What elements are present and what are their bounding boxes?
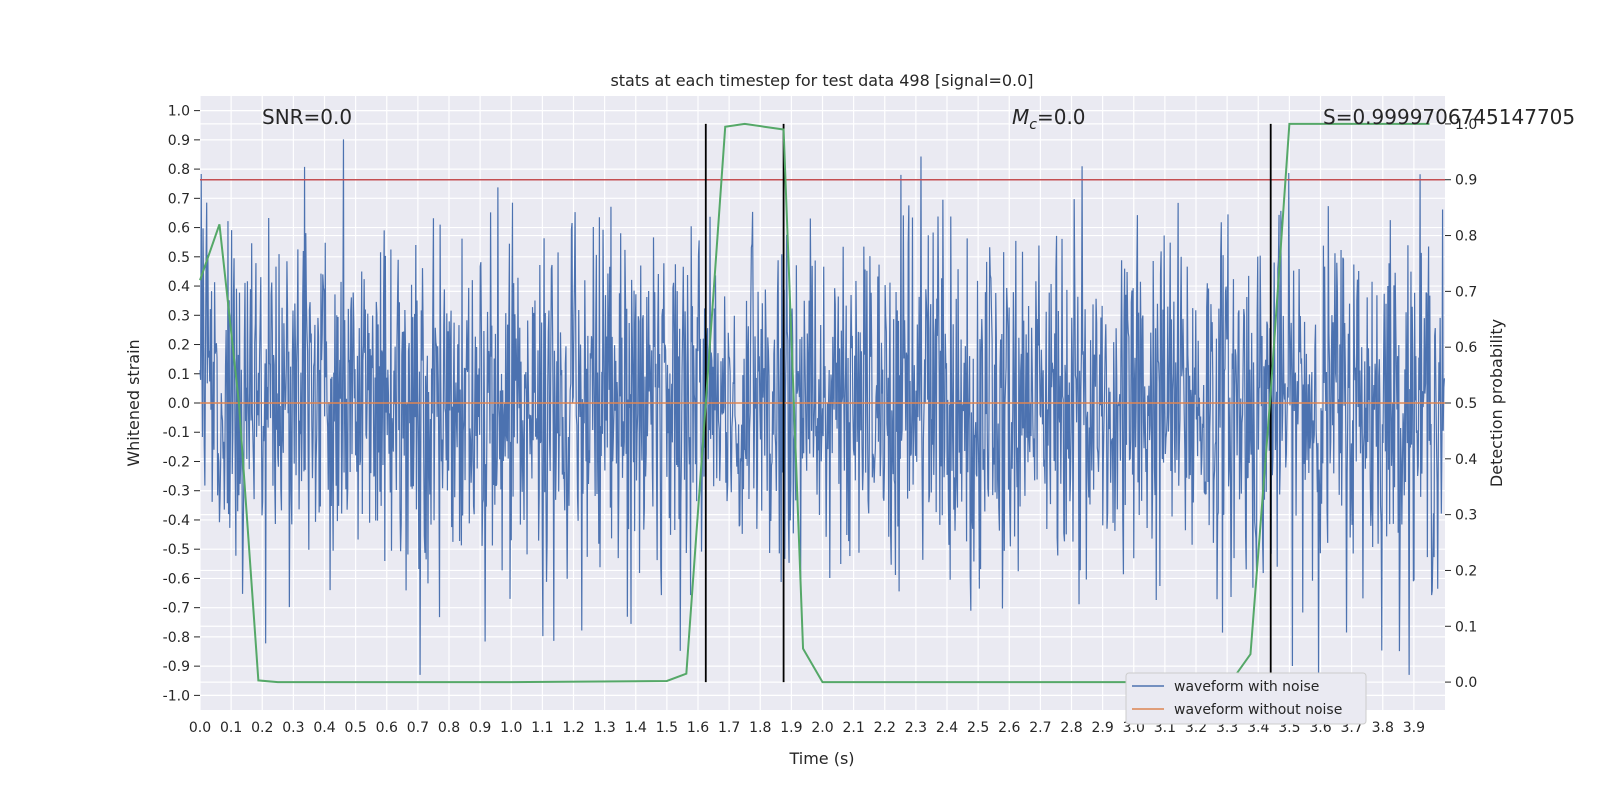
y-tick-label: 0.0	[168, 396, 190, 412]
y-tick-label: 0.8	[168, 162, 190, 178]
x-tick-label: 1.6	[687, 720, 709, 736]
x-tick-label: 0.9	[469, 720, 491, 736]
x-tick-label: 0.3	[282, 720, 304, 736]
x-tick-label: 1.5	[656, 720, 678, 736]
detection-probability-points	[199, 123, 1430, 683]
x-tick-label: 1.3	[593, 720, 615, 736]
y-tick-label: -0.8	[163, 630, 190, 646]
x-tick-label: 2.2	[874, 720, 896, 736]
chart-title: stats at each timestep for test data 498…	[610, 71, 1033, 90]
y-axis-ticks: 1.0 0.9 0.8 0.7 0.6 0.5 0.4 0.3 0.2 0.1 0.0 -0.1 -0.…	[163, 104, 200, 704]
y-tick-label: 0.6	[168, 221, 190, 237]
y-tick-label: 0.4	[168, 279, 190, 295]
y-tick-label: -0.7	[163, 601, 190, 617]
x-tick-label: 0.7	[407, 720, 429, 736]
y2-tick-label: 0.2	[1455, 563, 1477, 579]
x-tick-label: 0.0	[189, 720, 211, 736]
waveform-with-noise-line	[199, 139, 1445, 675]
y-tick-label: -0.4	[163, 513, 190, 529]
x-tick-label: 0.2	[251, 720, 273, 736]
y2-axis-ticks: 1.0 0.9 0.8 0.7 0.6 0.5 0.4 0.3 0.2 0.1 0.0	[1445, 117, 1477, 691]
y-tick-label: -0.1	[163, 425, 190, 441]
x-tick-label: 2.4	[936, 720, 958, 736]
chirp-mass-subscript: c	[1029, 117, 1037, 133]
x-tick-label: 0.4	[313, 720, 335, 736]
y-tick-label: -0.6	[163, 571, 190, 587]
y-tick-label: 1.0	[168, 104, 190, 120]
legend-label-noise: waveform with noise	[1174, 679, 1319, 695]
y2-tick-label: 0.0	[1455, 675, 1477, 691]
y-tick-label: 0.1	[168, 367, 190, 383]
y-tick-label: -0.3	[163, 484, 190, 500]
x-tick-label: 2.3	[905, 720, 927, 736]
chirp-mass-annotation: Mc=0.0	[1012, 105, 1086, 133]
snr-annotation: SNR=0.0	[262, 105, 352, 129]
x-tick-label: 2.1	[842, 720, 864, 736]
x-tick-label: 1.7	[718, 720, 740, 736]
y-tick-label: 0.5	[168, 250, 190, 266]
x-tick-label: 1.9	[780, 720, 802, 736]
x-tick-label: 2.5	[967, 720, 989, 736]
y-tick-label: 0.9	[168, 133, 190, 149]
y2-tick-label: 0.9	[1455, 173, 1477, 189]
y2-tick-label: 0.7	[1455, 284, 1477, 300]
x-tick-label: 1.4	[625, 720, 647, 736]
x-tick-label: 0.6	[376, 720, 398, 736]
y2-tick-label: 0.5	[1455, 396, 1477, 412]
x-tick-label: 2.8	[1060, 720, 1082, 736]
y2-tick-label: 0.4	[1455, 452, 1477, 468]
y-tick-label: -0.9	[163, 659, 190, 675]
x-tick-label: 1.0	[500, 720, 522, 736]
x-tick-label: 2.6	[998, 720, 1020, 736]
x-tick-label: 3.9	[1403, 720, 1425, 736]
y-tick-label: -1.0	[163, 688, 190, 704]
detection-probability-line	[199, 122, 1430, 684]
chirp-mass-value: =0.0	[1037, 105, 1086, 129]
x-tick-label: 1.1	[531, 720, 553, 736]
y2-tick-label: 0.8	[1455, 229, 1477, 245]
x-tick-label: 2.0	[811, 720, 833, 736]
legend-box	[1125, 672, 1367, 725]
x-tick-label: 1.8	[749, 720, 771, 736]
x-axis-label: Time (s)	[788, 749, 854, 768]
y2-axis-label: Detection probability	[1487, 319, 1506, 487]
y-tick-label: 0.2	[168, 338, 190, 354]
y2-tick-label: 0.1	[1455, 619, 1477, 635]
legend-label-clean: waveform without noise	[1174, 702, 1342, 718]
score-annotation: S=0.9999706745147705	[1323, 105, 1575, 129]
legend: waveform with noise waveform without noi…	[1125, 672, 1367, 725]
y-tick-label: 0.3	[168, 308, 190, 324]
x-tick-label: 0.8	[438, 720, 460, 736]
x-tick-label: 0.1	[220, 720, 242, 736]
y-axis-label: Whitened strain	[124, 339, 143, 466]
y2-tick-label: 0.3	[1455, 508, 1477, 524]
y-tick-label: 0.7	[168, 191, 190, 207]
x-tick-label: 0.5	[344, 720, 366, 736]
chirp-mass-symbol: M	[1012, 105, 1029, 129]
x-axis-ticks: 0.0 0.1 0.2 0.3 0.4 0.5 0.6 0.7 0.8 0.9 1.0 1.1 1.2 1…	[189, 720, 1425, 736]
x-tick-label: 2.7	[1029, 720, 1051, 736]
y-tick-label: -0.2	[163, 454, 190, 470]
y2-tick-label: 0.6	[1455, 340, 1477, 356]
y2-tick-label: 1.0	[1455, 117, 1477, 133]
x-tick-label: 2.9	[1091, 720, 1113, 736]
x-tick-label: 3.8	[1372, 720, 1394, 736]
y-tick-label: -0.5	[163, 542, 190, 558]
x-tick-label: 1.2	[562, 720, 584, 736]
